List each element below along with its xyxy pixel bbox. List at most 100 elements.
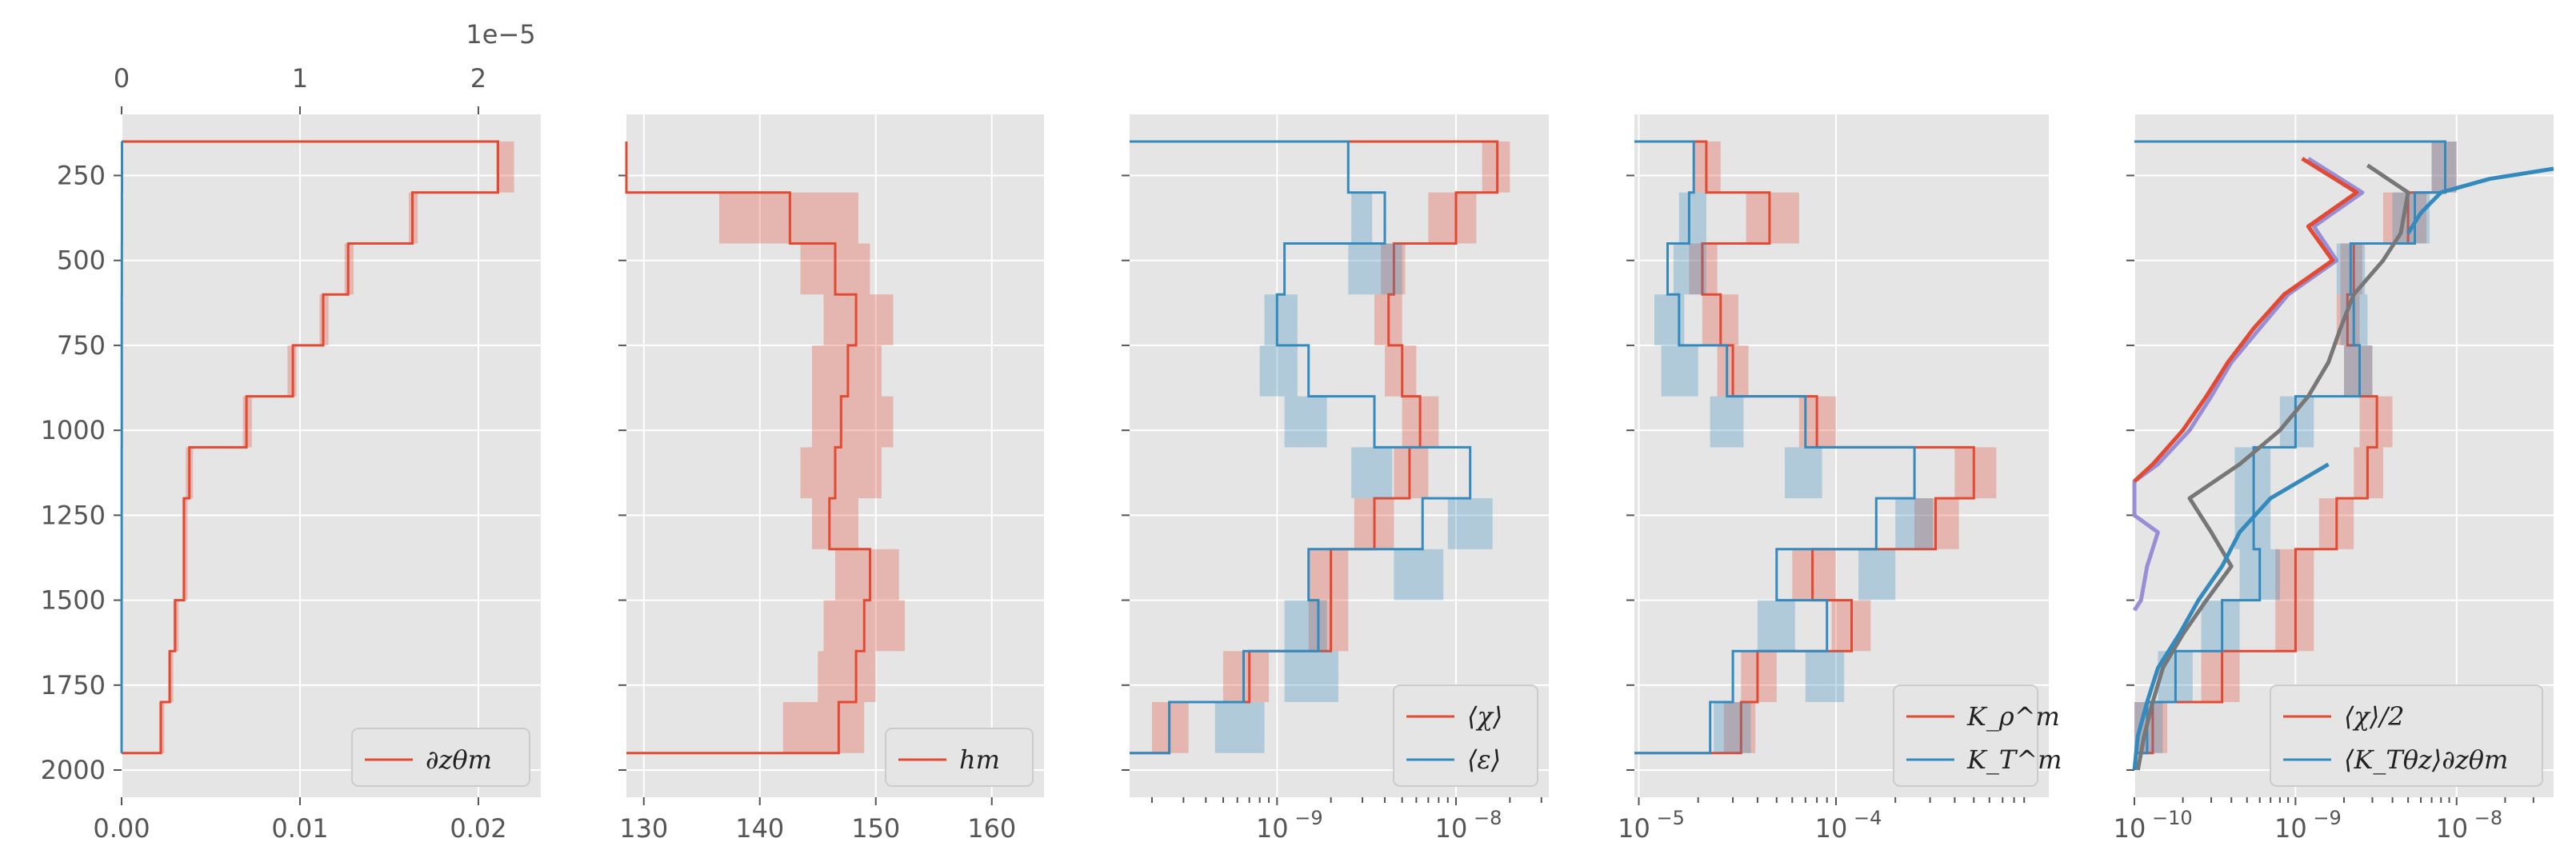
panel-5: 10 −10 10 −9 10 −8 ⟨χ⟩/2 ⟨K_Tθz⟩∂zθm — [2114, 114, 2554, 844]
legend-box — [351, 728, 530, 787]
x-tick-exponent: −10 — [2152, 807, 2193, 829]
uncertainty-band — [1673, 243, 1706, 295]
uncertainty-band — [1805, 651, 1845, 703]
x-tick-exponent: −8 — [2474, 807, 2502, 829]
uncertainty-band — [1710, 396, 1744, 448]
uncertainty-band — [1723, 702, 1756, 753]
legend-box — [1393, 684, 1538, 787]
legend-label: ∂zθm — [426, 744, 492, 775]
series-step — [625, 142, 871, 755]
series-step — [1130, 140, 1472, 755]
uncertainty-band — [1784, 447, 1822, 499]
uncertainty-band — [2344, 345, 2373, 397]
plot-area — [1130, 114, 1549, 797]
uncertainty-band — [1284, 396, 1327, 448]
uncertainty-band — [818, 651, 876, 703]
x-tick-label: 10 — [2274, 813, 2307, 844]
uncertainty-band — [1858, 549, 1896, 601]
y-tick-label: 2000 — [41, 755, 106, 785]
plot-area — [122, 114, 541, 797]
uncertainty-band — [2201, 651, 2240, 703]
x-tick-exponent: −9 — [2313, 807, 2341, 829]
uncertainty-band — [1348, 243, 1402, 295]
uncertainty-band — [1351, 192, 1373, 244]
uncertainty-band — [800, 447, 882, 499]
y-tick-label: 500 — [57, 245, 106, 276]
plot-area — [2134, 114, 2554, 797]
legend-label: ⟨K_Tθz⟩∂zθm — [2344, 744, 2508, 775]
y-tick-label: 250 — [57, 160, 106, 190]
panel-4: 10 −5 10 −4 K_ρ^m K_T^m — [1618, 114, 2062, 844]
legend-label: K_T^m — [1966, 744, 2062, 775]
y-tick-label: 1250 — [41, 500, 106, 530]
x-tick-label: 150 — [851, 813, 900, 844]
panel-1: 0.00 0.01 0.02 250 500 750 1000 1250 1500 1750 200… — [41, 19, 541, 844]
uncertainty-band — [1757, 600, 1795, 652]
uncertainty-band — [1308, 600, 1349, 652]
x-tick-label: 10 — [1435, 813, 1468, 844]
uncertainty-band — [1394, 447, 1429, 499]
top-axis-offset-label: 1e−5 — [466, 19, 535, 50]
x-tick-exponent: −9 — [1294, 807, 1322, 829]
x-tick-label: 0.02 — [450, 813, 506, 844]
panel-2: 130 140 150 160 hm — [618, 114, 1044, 844]
legend-box — [885, 728, 1034, 787]
x-tick-label: 130 — [619, 813, 668, 844]
x-tick-label: 10 — [2114, 813, 2146, 844]
uncertainty-band — [2201, 600, 2240, 652]
series-step — [2134, 140, 2446, 755]
uncertainty-band — [1394, 549, 1444, 601]
legend-label: K_ρ^m — [1966, 701, 2060, 732]
x-tick-label: 0.00 — [93, 813, 150, 844]
plot-area — [1634, 114, 2049, 797]
y-tick-label: 750 — [57, 330, 106, 361]
uncertainty-band — [1428, 192, 1477, 244]
legend-box — [2270, 684, 2543, 787]
x-tick-label: 10 — [1618, 813, 1650, 844]
x-tick-exponent: −8 — [1474, 807, 1502, 829]
uncertainty-band — [1954, 447, 1997, 499]
uncertainty-band — [1447, 498, 1493, 549]
uncertainty-band — [1895, 498, 1934, 549]
uncertainty-band — [1351, 447, 1393, 499]
uncertainty-band — [1259, 345, 1298, 397]
legend-label: ⟨χ⟩/2 — [2344, 701, 2405, 732]
x-tick-label: 140 — [735, 813, 784, 844]
uncertainty-band — [1714, 702, 1751, 753]
top-x-tick-label: 0 — [114, 63, 130, 94]
uncertainty-band — [812, 396, 894, 448]
uncertainty-band — [1214, 702, 1265, 753]
series-step — [1634, 140, 1916, 755]
uncertainty-band — [1678, 192, 1706, 244]
panel-3: 10 −9 10 −8⟨χ⟩⟨ε⟩ — [1122, 114, 1549, 844]
uncertainty-band — [1661, 345, 1698, 397]
legend-label: ⟨ε⟩ — [1467, 744, 1501, 775]
top-x-tick-label: 2 — [470, 63, 486, 94]
y-tick-label: 1500 — [41, 585, 106, 616]
legend-label: ⟨χ⟩ — [1467, 701, 1502, 732]
series-step — [122, 140, 499, 755]
series-line — [2132, 462, 2330, 771]
legend-label: hm — [959, 744, 1000, 775]
uncertainty-band — [835, 549, 899, 601]
uncertainty-band — [1482, 141, 1510, 193]
uncertainty-band — [1746, 192, 1799, 244]
uncertainty-band — [1308, 549, 1349, 601]
uncertainty-band — [1222, 651, 1270, 703]
series-line — [2132, 157, 2365, 612]
series-line — [2406, 166, 2554, 235]
uncertainty-band — [1384, 345, 1417, 397]
y-tick-label: 1000 — [41, 415, 106, 445]
x-tick-exponent: −4 — [1854, 807, 1882, 829]
uncertainty-band — [1284, 600, 1327, 652]
uncertainty-band — [823, 294, 894, 345]
uncertainty-band — [496, 141, 514, 193]
uncertainty-band — [812, 498, 858, 549]
series-line — [2135, 163, 2410, 771]
uncertainty-band — [1741, 651, 1777, 703]
x-tick-label: 10 — [1256, 813, 1289, 844]
x-tick-label: 0.01 — [271, 813, 328, 844]
uncertainty-band — [2344, 345, 2373, 397]
uncertainty-band — [782, 702, 865, 753]
